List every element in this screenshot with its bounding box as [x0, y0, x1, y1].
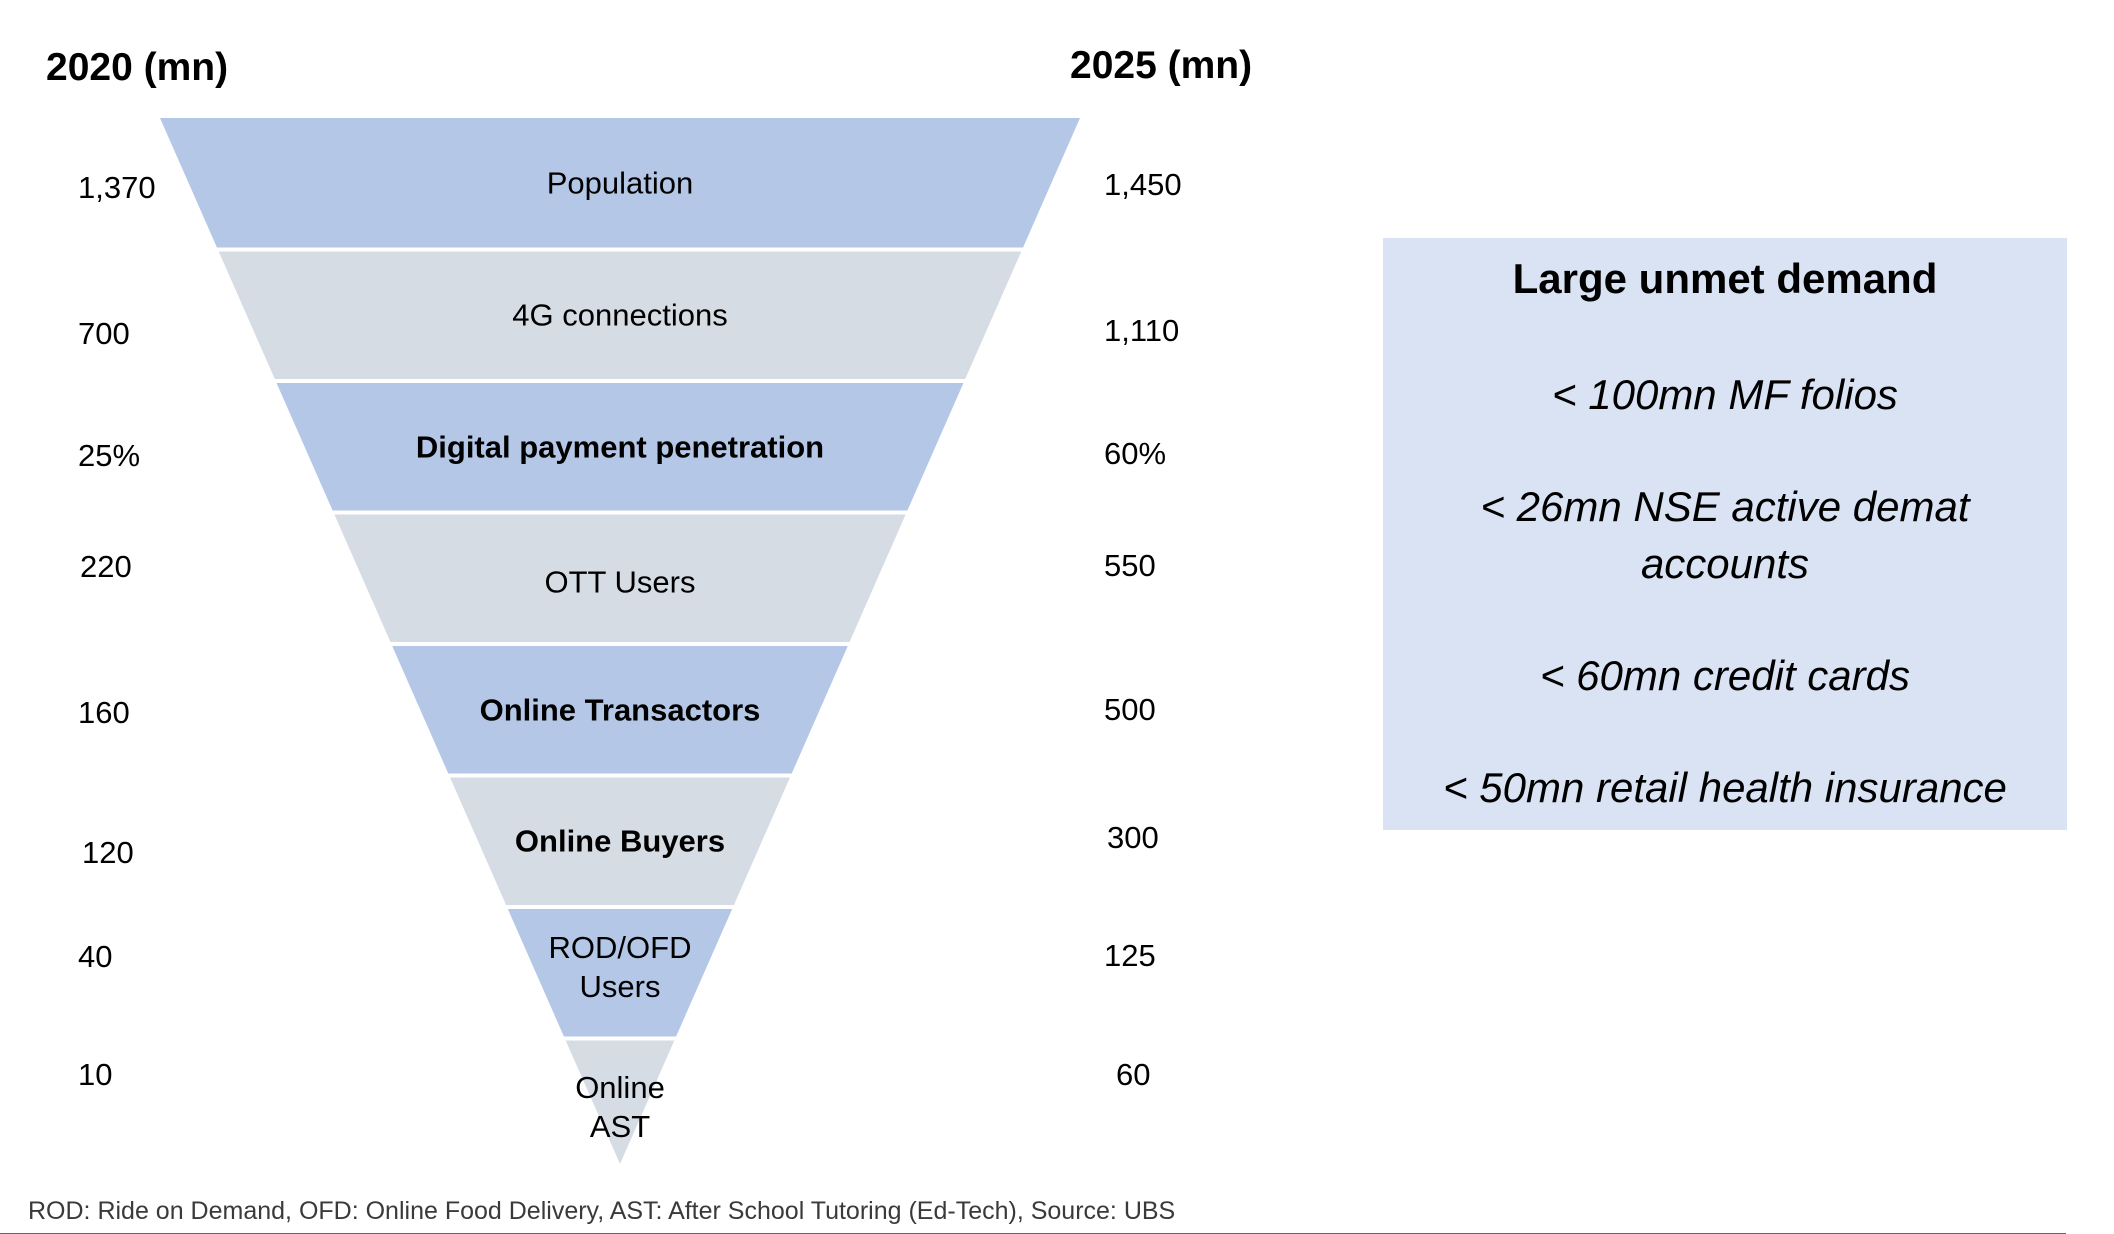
value-2020-digital-payment: 25% [78, 438, 141, 473]
funnel-segment-6 [450, 777, 790, 905]
funnel-segment-7 [507, 909, 733, 1037]
funnel-label-1: Population [546, 165, 694, 201]
funnel-label-7: ROD/OFD Users [548, 929, 692, 1004]
funnel-segment-1 [160, 118, 1080, 248]
demand-item-health-insurance: < 50mn retail health insurance [1443, 764, 2007, 811]
funnel-segment-3 [276, 383, 964, 511]
value-2020-4g: 700 [78, 316, 130, 351]
header-2020: 2020 (mn) [46, 46, 229, 89]
unmet-demand-title: Large unmet demand [1512, 255, 1938, 302]
funnel-label-3: Digital payment penetration [415, 429, 825, 465]
funnel-segment-5 [392, 646, 848, 774]
demand-item-credit-cards: < 60mn credit cards [1539, 652, 1910, 699]
unmet-demand-box: Large unmet demand < 100mn MF folios < 2… [1383, 238, 2067, 830]
funnel-segment-4 [334, 514, 906, 642]
value-2025-rod-ofd: 125 [1104, 938, 1156, 973]
funnel-segment-8 [565, 1040, 675, 1164]
value-2025-transactors: 500 [1104, 692, 1156, 727]
demand-item-demat-accounts: < 26mn NSE active demat accounts [1480, 483, 1970, 587]
header-2025: 2025 (mn) [1070, 44, 1253, 87]
value-2020-buyers: 120 [82, 835, 134, 870]
value-2025-4g: 1,110 [1104, 313, 1180, 348]
funnel-label-4: OTT Users [544, 564, 696, 600]
value-2025-digital-payment: 60% [1104, 436, 1167, 471]
value-2020-population: 1,370 [78, 170, 156, 205]
funnel-label-8: Online AST [575, 1069, 665, 1144]
funnel-label-5: Online Transactors [479, 692, 761, 728]
value-2020-transactors: 160 [78, 695, 130, 730]
value-2025-population: 1,450 [1104, 167, 1182, 202]
funnel-label-6: Online Buyers [514, 823, 726, 859]
footnote: ROD: Ride on Demand, OFD: Online Food De… [28, 1197, 1176, 1225]
value-2020-ast: 10 [78, 1057, 113, 1092]
value-2025-ast: 60 [1116, 1057, 1151, 1092]
value-2025-buyers: 300 [1107, 820, 1159, 855]
value-2020-ott: 220 [80, 549, 132, 584]
value-2020-rod-ofd: 40 [78, 939, 113, 974]
funnel-label-2: 4G connections [512, 297, 728, 333]
funnel-segment-2 [218, 251, 1022, 379]
value-2025-ott: 550 [1104, 548, 1156, 583]
demand-item-mf-folios: < 100mn MF folios [1552, 371, 1898, 418]
